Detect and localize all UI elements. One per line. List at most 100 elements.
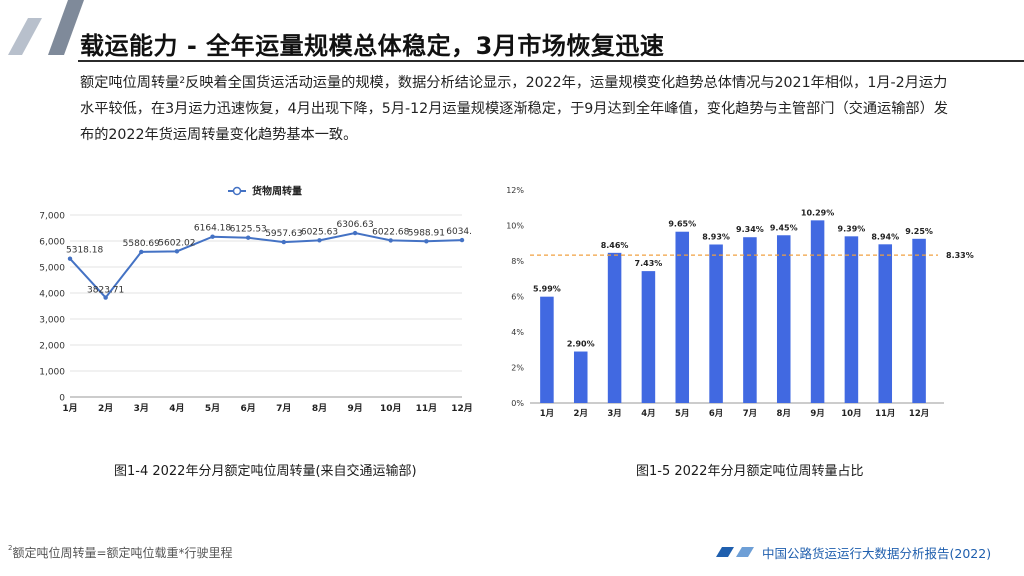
y-tick-label: 5,000 xyxy=(39,264,65,274)
data-label: 3823.71 xyxy=(87,286,124,296)
bar xyxy=(844,236,859,403)
footnote: 2额定吨位周转量=额定吨位载重*行驶里程 xyxy=(8,544,233,561)
x-tick-label: 1月 xyxy=(62,403,77,414)
report-name: 中国公路货运运行大数据分析报告(2022) xyxy=(762,545,992,561)
data-point xyxy=(388,238,393,243)
page-title: 载运能力 - 全年运量规模总体稳定，3月市场恢复迅速 xyxy=(80,32,665,60)
x-tick-label: 8月 xyxy=(312,403,327,414)
data-label: 9.39% xyxy=(838,224,866,233)
data-point xyxy=(103,295,108,300)
bar xyxy=(573,351,588,403)
bar xyxy=(675,231,690,403)
x-tick-label: 6月 xyxy=(709,409,723,419)
x-tick-label: 11月 xyxy=(416,403,438,414)
bar xyxy=(878,244,893,403)
y-tick-label: 6% xyxy=(511,293,524,302)
line-chart-panel: 0 1,000 2,000 3,000 4,000 5,000 6,000 7,000 1月 2月… xyxy=(30,172,478,440)
x-tick-label: 12月 xyxy=(909,409,929,419)
x-tick-label: 6月 xyxy=(241,403,256,414)
x-tick-label: 1月 xyxy=(540,409,554,419)
y-tick-label: 4% xyxy=(511,328,524,337)
data-label: 6164.18 xyxy=(194,224,231,234)
data-label: 9.45% xyxy=(770,223,798,232)
bar xyxy=(540,296,554,403)
x-tick-label: 3月 xyxy=(134,403,149,414)
bar-chart-panel: 0% 2% 4% 6% 8% 10% 12% 5.99% 1月 2.90% 2月 8.46% 3月 7.4… xyxy=(500,172,990,440)
x-tick-label: 10月 xyxy=(841,409,861,419)
line-chart: 0 1,000 2,000 3,000 4,000 5,000 6,000 7,000 1月 2月… xyxy=(39,185,478,415)
data-label: 5602.02 xyxy=(158,238,195,248)
x-tick-label: 9月 xyxy=(347,403,362,414)
data-point xyxy=(245,235,251,240)
y-tick-label: 2% xyxy=(511,364,524,373)
summary-paragraph: 额定吨位周转量2反映着全国货运活动运量的规模，数据分析结论显示，2022年，运量… xyxy=(80,70,956,148)
y-tick-label: 7,000 xyxy=(39,212,65,222)
bar-chart-caption: 图1-5 2022年分月额定吨位周转量占比 xyxy=(636,464,864,479)
legend-label: 货物周转量 xyxy=(252,185,302,198)
x-tick-label: 11月 xyxy=(875,409,895,419)
footer-stripe-icon xyxy=(716,547,754,557)
data-label: 2.90% xyxy=(567,340,595,349)
y-tick-label: 1,000 xyxy=(39,368,65,378)
data-label: 5957.63 xyxy=(265,229,302,239)
data-label: 5318.18 xyxy=(66,246,103,256)
x-tick-label: 4月 xyxy=(169,403,184,414)
x-tick-label: 12月 xyxy=(451,403,472,414)
x-tick-label: 2月 xyxy=(98,403,113,414)
x-tick-label: 4月 xyxy=(641,409,655,419)
decoration-stripe-dark xyxy=(48,0,84,55)
bar xyxy=(743,237,757,403)
x-tick-label: 2月 xyxy=(574,409,588,419)
y-tick-label: 6,000 xyxy=(39,238,65,248)
bar-chart: 0% 2% 4% 6% 8% 10% 12% 5.99% 1月 2.90% 2月 8.46% 3月 7.4… xyxy=(506,186,974,419)
data-label: 9.34% xyxy=(736,225,764,234)
x-tick-label: 7月 xyxy=(276,403,291,414)
data-label: 6022.68 xyxy=(372,227,409,237)
bar xyxy=(607,252,622,403)
data-point xyxy=(210,234,215,239)
y-tick-label: 3,000 xyxy=(39,316,65,326)
summary-text-rest: 反映着全国货运活动运量的规模，数据分析结论显示，2022年，运量规模变化趋势总体… xyxy=(80,75,948,143)
data-point xyxy=(281,239,287,245)
reference-line-label: 8.33% xyxy=(946,251,974,260)
data-point xyxy=(174,249,180,254)
data-label: 9.25% xyxy=(905,227,933,236)
data-label: 10.29% xyxy=(801,208,834,217)
data-label: 8.46% xyxy=(601,241,629,250)
data-point xyxy=(67,256,73,261)
bar xyxy=(912,238,926,403)
bar xyxy=(776,235,791,403)
x-tick-label: 8月 xyxy=(777,409,791,419)
data-label: 5.99% xyxy=(533,285,561,294)
bar xyxy=(810,220,825,403)
report-footer: 中国公路货运运行大数据分析报告(2022) xyxy=(714,544,992,561)
footnote-number: 2 xyxy=(8,544,13,552)
data-label: 6306.63 xyxy=(336,220,373,230)
x-tick-label: 5月 xyxy=(205,403,220,414)
data-label: 7.43% xyxy=(635,259,663,268)
y-tick-label: 4,000 xyxy=(39,290,65,300)
line-chart-caption: 图1-4 2022年分月额定吨位周转量(来自交通运输部) xyxy=(114,464,417,479)
data-label: 5988.91 xyxy=(408,228,445,238)
data-label: 9.65% xyxy=(668,220,696,229)
x-tick-label: 5月 xyxy=(675,409,689,419)
data-point xyxy=(317,238,322,243)
series-line xyxy=(69,232,463,300)
data-point xyxy=(424,239,429,244)
data-point xyxy=(139,249,144,255)
x-tick-label: 7月 xyxy=(743,409,757,419)
summary-text-start: 额定吨位周转量 xyxy=(80,75,180,91)
data-point xyxy=(352,230,358,236)
y-tick-label: 10% xyxy=(506,222,524,231)
bar xyxy=(709,244,723,403)
bar xyxy=(641,271,656,403)
data-label: 6125.53 xyxy=(230,225,267,235)
x-tick-label: 3月 xyxy=(607,409,621,419)
x-tick-label: 10月 xyxy=(380,403,402,414)
y-tick-label: 0 xyxy=(59,394,65,404)
title-divider xyxy=(78,60,1024,62)
header-decoration xyxy=(8,0,84,55)
footnote-marker: 2 xyxy=(179,76,186,86)
y-tick-label: 8% xyxy=(511,257,524,266)
legend-marker xyxy=(232,186,242,196)
